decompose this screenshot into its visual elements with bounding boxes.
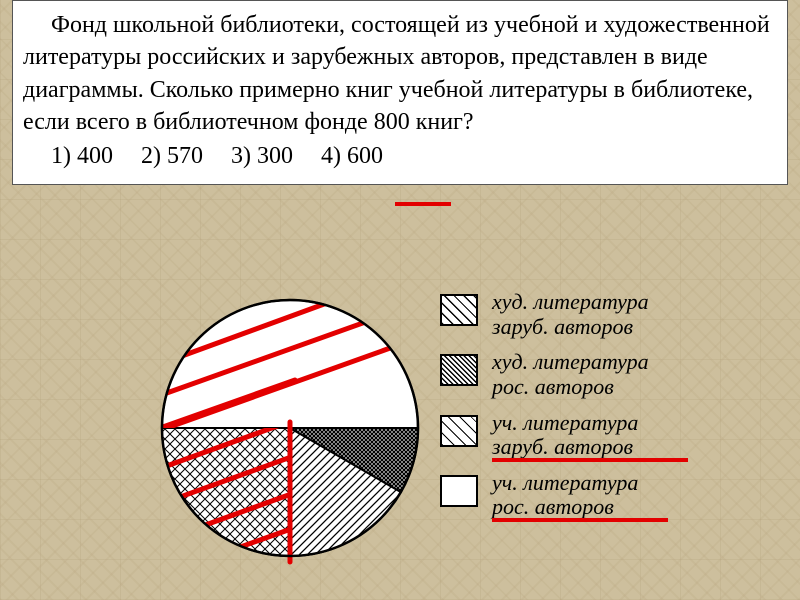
pie-svg: [160, 294, 428, 566]
answer-4: 4) 600: [321, 143, 383, 170]
pie-chart: [160, 294, 428, 566]
legend-label-2: худ. литература рос. авторов: [492, 350, 649, 399]
swatch-diag: [440, 294, 478, 326]
question-box: Фонд школьной библиотеки, состоящей из у…: [12, 0, 788, 185]
legend-item-4: уч. литература рос. авторов: [440, 471, 780, 520]
answer-1: 1) 400: [51, 143, 113, 170]
legend-item-1: худ. литература заруб. авторов: [440, 290, 780, 339]
legend-underline-4: [492, 518, 668, 522]
answer-3: 3) 300: [231, 143, 293, 170]
swatch-cross: [440, 415, 478, 447]
swatch-blank: [440, 475, 478, 507]
legend-label-1: худ. литература заруб. авторов: [492, 290, 649, 339]
legend-item-3: уч. литература заруб. авторов: [440, 411, 780, 460]
legend-label-3: уч. литература заруб. авторов: [492, 411, 638, 460]
legend-label-4: уч. литература рос. авторов: [492, 471, 638, 520]
number-underline: [395, 202, 451, 206]
legend-underline-3: [492, 458, 688, 462]
legend: худ. литература заруб. авторов худ. лите…: [440, 290, 780, 531]
swatch-dense: [440, 354, 478, 386]
legend-item-2: худ. литература рос. авторов: [440, 350, 780, 399]
answer-options: 1) 400 2) 570 3) 300 4) 600: [23, 143, 777, 170]
question-text: Фонд школьной библиотеки, состоящей из у…: [23, 9, 777, 139]
answer-2: 2) 570: [141, 143, 203, 170]
